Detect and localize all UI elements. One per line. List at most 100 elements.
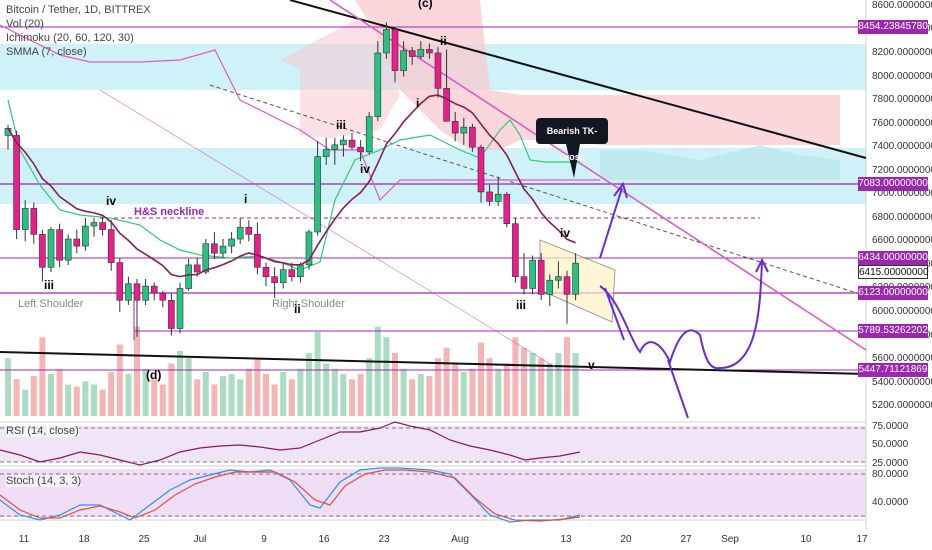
volume-bar: [297, 368, 304, 416]
candle-body: [56, 229, 63, 261]
volume-bar: [503, 363, 510, 416]
candle: [279, 262, 287, 289]
volume-bar: [452, 363, 459, 416]
tenkan-line: [7, 99, 580, 271]
time-tick: 27: [680, 534, 692, 545]
volume-bar: [486, 358, 493, 416]
volume-bar: [374, 326, 381, 416]
price-tick: 6600.00000000: [872, 235, 932, 247]
candle: [460, 117, 468, 145]
candle-body: [469, 126, 476, 148]
wave-label: v: [588, 358, 595, 372]
candle-body: [142, 285, 149, 301]
projection-arrow-up: [599, 187, 623, 259]
candle-body: [383, 29, 390, 54]
ichimoku-cloud-teal: [600, 145, 840, 180]
volume-bar: [314, 332, 321, 416]
volume-bar: [108, 371, 115, 416]
dashed-trendline: [209, 84, 867, 297]
volume-bar: [340, 374, 347, 416]
volume-bars: [5, 326, 579, 416]
candle: [159, 290, 167, 308]
left-shoulder-label: Left Shoulder: [18, 298, 84, 310]
volume-bar: [546, 363, 553, 416]
wave-label: iii: [44, 278, 55, 292]
candle-body: [159, 292, 167, 301]
volume-bar: [529, 353, 536, 416]
volume-bar: [202, 371, 209, 416]
volume-bar: [142, 368, 149, 416]
candle-body: [426, 49, 433, 54]
candle-body: [228, 238, 235, 247]
candle: [142, 279, 149, 305]
volume-bar: [263, 374, 269, 416]
volume-bar: [177, 350, 183, 416]
candle: [555, 261, 562, 289]
pink-trendline-left: [99, 89, 561, 371]
time-tick: 25: [138, 534, 150, 545]
candle: [365, 111, 373, 155]
volume-bar: [469, 368, 476, 416]
volume-bar: [288, 379, 295, 416]
volume-bar: [383, 337, 390, 416]
volume-bar: [512, 337, 519, 416]
volume-bar: [30, 376, 37, 416]
volume-bar: [435, 358, 441, 416]
candle: [245, 220, 253, 242]
candle: [219, 239, 227, 258]
projection-arrow-down: [667, 359, 689, 419]
rsi-line: [0, 421, 581, 466]
volume-bar: [116, 344, 123, 416]
candle-body: [305, 231, 313, 266]
price-label-5789: 5789.53262202: [858, 324, 928, 338]
price-tick: 8600.00000000: [872, 0, 932, 11]
volume-bar: [400, 368, 407, 416]
volume-bar: [211, 384, 218, 416]
candle-body: [236, 226, 244, 240]
candle-body: [193, 264, 201, 273]
volume-bar: [245, 368, 252, 416]
candle: [537, 253, 545, 301]
candle-body: [572, 262, 579, 295]
volume-bar: [417, 374, 424, 416]
candle-body: [494, 193, 502, 202]
candle: [56, 223, 63, 268]
candle-body: [563, 276, 571, 295]
candle: [305, 229, 313, 270]
wave-label: (d): [146, 368, 162, 382]
volume-bar: [564, 337, 570, 416]
candle: [73, 229, 81, 254]
candle-body: [348, 139, 356, 148]
candle: [288, 262, 296, 282]
candle: [262, 262, 270, 287]
wave-label: i: [244, 192, 248, 206]
candle: [520, 253, 528, 295]
candle-body: [99, 222, 106, 230]
price-label-6123: 6123.00000000: [858, 286, 928, 300]
wave-label: iv: [106, 194, 117, 208]
price-tick: 6800.00000000: [872, 211, 932, 223]
price-tick: 7600.00000000: [872, 117, 932, 129]
smma-indicator-label: SMMA (7, close): [6, 46, 87, 58]
time-tick: 13: [560, 534, 572, 545]
candle: [357, 140, 364, 162]
rsi-tick: 75.0000: [872, 421, 909, 432]
candle: [451, 111, 459, 142]
candle-body: [288, 269, 296, 278]
volume-bar: [331, 368, 338, 416]
candle: [400, 41, 407, 77]
price-tick: 5400.00000000: [872, 376, 932, 388]
volume-bar: [460, 371, 467, 416]
candle-body: [434, 52, 442, 89]
candle: [82, 217, 89, 251]
candle: [193, 257, 201, 277]
volume-bar: [392, 353, 398, 416]
candle-body: [211, 243, 218, 254]
volume-bar: [5, 358, 11, 416]
candle-body: [47, 229, 55, 268]
candle: [417, 41, 425, 59]
candle: [228, 231, 235, 254]
candle-body: [408, 50, 416, 57]
stoch-title: Stoch (14, 3, 3): [6, 475, 82, 487]
